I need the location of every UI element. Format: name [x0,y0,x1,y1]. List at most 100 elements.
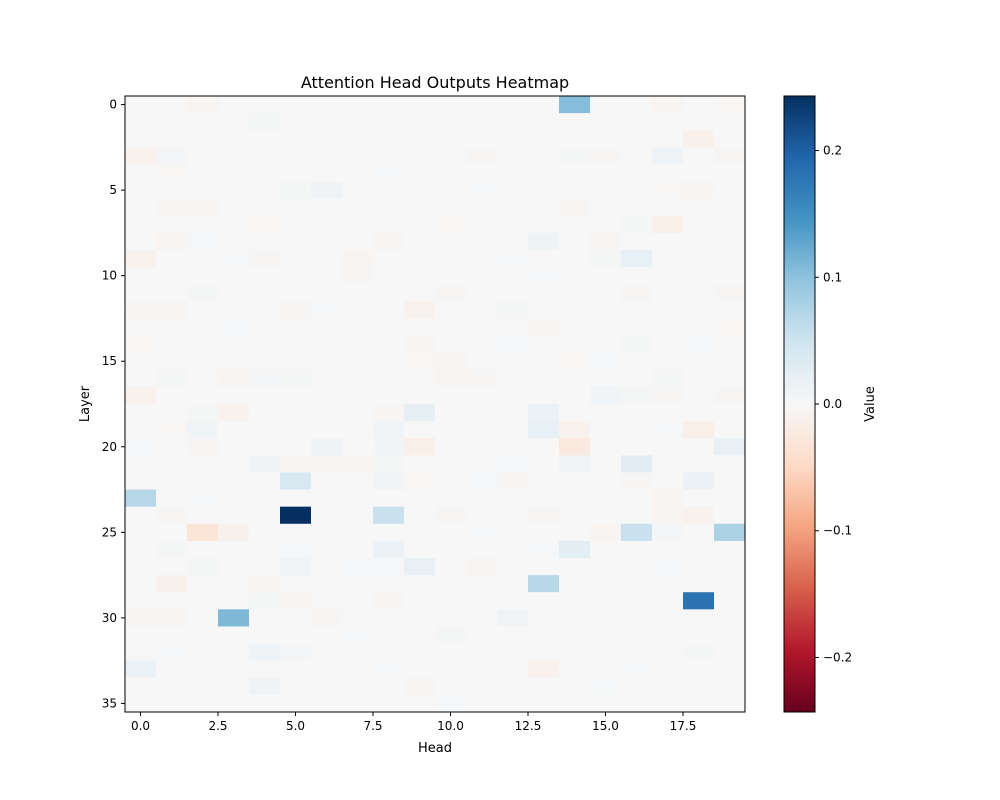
heatmap-cell [559,198,591,217]
heatmap-cell [125,523,157,542]
heatmap-cell [125,369,157,388]
heatmap-cell [342,215,374,234]
heatmap-cell [652,558,684,576]
heatmap-cell [435,609,467,627]
heatmap-cell [404,694,436,713]
heatmap-cell [342,438,374,456]
heatmap-cell [621,404,653,422]
heatmap-cell [187,575,219,593]
heatmap-cell [342,301,374,319]
heatmap-cell [373,489,405,508]
heatmap-cell [621,540,653,559]
heatmap-cell [187,335,219,354]
heatmap-cell [528,164,560,182]
heatmap-cell [590,694,622,713]
heatmap-cell [373,369,405,388]
heatmap-cell [373,558,405,576]
heatmap-cell [590,181,622,200]
heatmap-cell [590,609,622,627]
heatmap-cell [497,540,529,559]
heatmap-cell [528,421,560,439]
heatmap-cell [156,421,188,439]
heatmap-cell [187,677,219,696]
heatmap-cell [373,626,405,644]
heatmap-cell [218,147,250,165]
heatmap-cell [714,455,746,473]
heatmap-cell [621,147,653,165]
heatmap-cell [249,626,281,644]
heatmap-cell [373,386,405,405]
heatmap-cell [249,558,281,576]
heatmap-cell [559,694,591,713]
heatmap-cell [218,677,250,696]
heatmap-cell [404,113,436,131]
heatmap-cell [528,472,560,490]
heatmap-cell [125,643,157,662]
heatmap-cell [621,215,653,234]
heatmap-cell [187,386,219,405]
heatmap-cell [590,335,622,354]
heatmap-cell [187,352,219,371]
heatmap-cell [559,404,591,422]
heatmap-cell [466,643,498,662]
heatmap-cell [373,352,405,371]
heatmap-cell [652,369,684,388]
heatmap-cell [156,130,188,148]
heatmap-cell [714,558,746,576]
heatmap-cell [373,198,405,217]
heatmap-cell [652,660,684,679]
heatmap-cell [125,660,157,679]
heatmap-cell [280,626,312,644]
heatmap-cell [373,609,405,627]
heatmap-cell [280,284,312,302]
heatmap-cell [404,489,436,508]
heatmap-cell [652,626,684,644]
heatmap-cell [218,523,250,542]
heatmap-cell [249,694,281,713]
heatmap-cell [187,472,219,490]
heatmap-cell [373,575,405,593]
heatmap-cell [497,130,529,148]
heatmap-cell [714,301,746,319]
heatmap-cell [466,147,498,165]
heatmap-cell [559,540,591,559]
colorbar-ticks: −0.2 −0.1 0.0 0.1 0.2 [815,144,852,664]
heatmap-cell [683,421,715,439]
heatmap-cell [404,592,436,610]
colorbar-tick-label: 0.2 [823,144,842,158]
heatmap-cell [373,540,405,559]
heatmap-cell [373,421,405,439]
heatmap-cell [156,113,188,131]
heatmap-cell [528,438,560,456]
heatmap-cell [590,198,622,217]
heatmap-cell [156,301,188,319]
heatmap-cell [714,643,746,662]
heatmap-cell [125,506,157,525]
heatmap-cell [466,369,498,388]
heatmap-cell [373,113,405,131]
chart-title: Attention Head Outputs Heatmap [301,73,569,92]
heatmap-cell [373,455,405,473]
heatmap-cell [187,438,219,456]
heatmap-cell [652,609,684,627]
heatmap-cell [652,455,684,473]
heatmap-cell [683,575,715,593]
heatmap-cell [652,489,684,508]
heatmap-cell [683,489,715,508]
heatmap-cell [342,181,374,200]
heatmap-cell [621,113,653,131]
heatmap-cell [714,386,746,405]
heatmap-cell [125,250,157,268]
heatmap-cell [342,284,374,302]
heatmap-cell [404,369,436,388]
heatmap-cell [528,643,560,662]
heatmap-cell [311,318,343,336]
heatmap-cell [528,677,560,696]
heatmap-cell [311,472,343,490]
heatmap-cell [156,232,188,251]
heatmap-cell [187,489,219,508]
heatmap-cell [621,421,653,439]
heatmap-cell [466,130,498,148]
heatmap-cell [497,643,529,662]
